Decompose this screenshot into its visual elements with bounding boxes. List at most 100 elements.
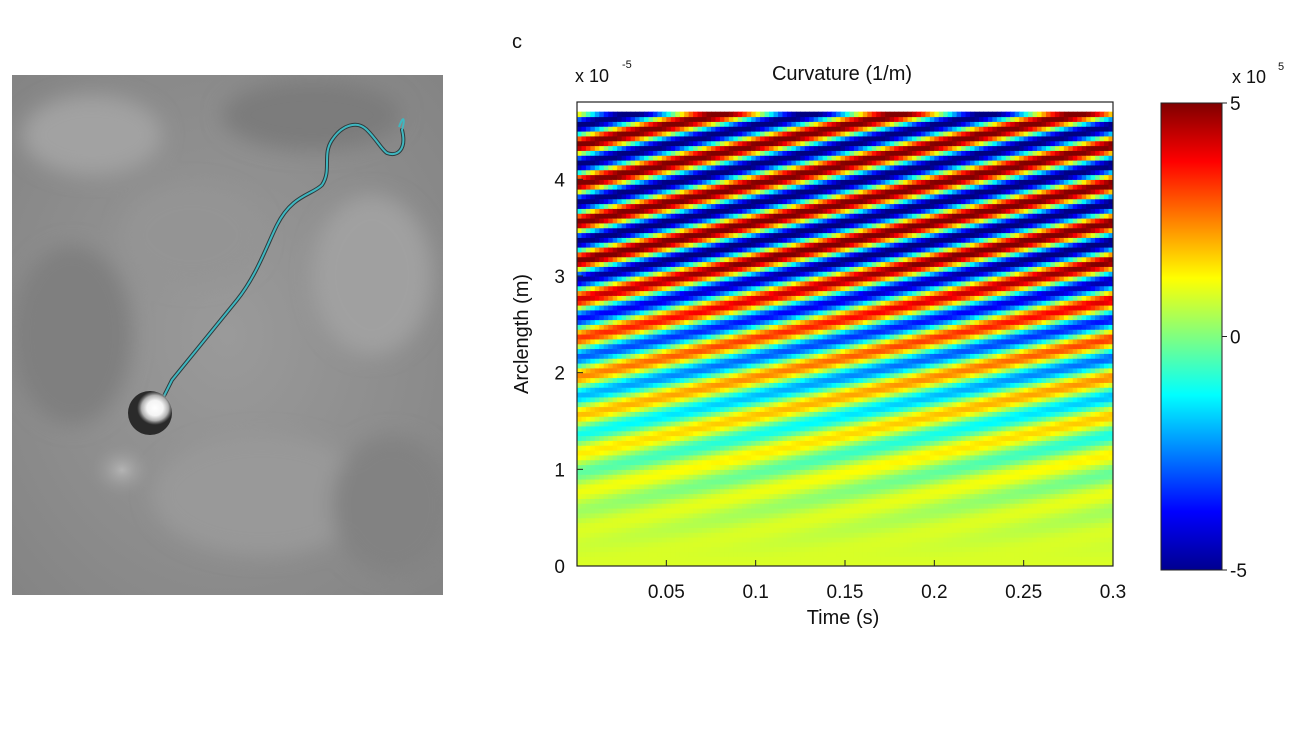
- heatmap-cell: [800, 314, 806, 321]
- heatmap-cell: [608, 295, 614, 301]
- heatmap-cell: [630, 145, 636, 151]
- heatmap-cell: [630, 174, 636, 180]
- heatmap-cell: [760, 382, 766, 388]
- heatmap-cell: [630, 551, 636, 557]
- heatmap-cell: [657, 150, 663, 156]
- heatmap-cell: [612, 464, 618, 470]
- heatmap-cell: [778, 556, 784, 562]
- heatmap-cell: [585, 218, 591, 224]
- heatmap-cell: [719, 551, 725, 557]
- heatmap-cell: [666, 218, 672, 224]
- heatmap-cell: [804, 290, 810, 296]
- heatmap-cell: [719, 300, 725, 306]
- heatmap-cell: [581, 459, 587, 466]
- heatmap-cell: [693, 334, 699, 340]
- heatmap-cell: [639, 541, 645, 548]
- heatmap-cell: [755, 546, 761, 553]
- heatmap-cell: [719, 416, 725, 422]
- heatmap-cell: [670, 213, 676, 219]
- heatmap-cell: [791, 474, 797, 480]
- heatmap-cell: [746, 416, 752, 422]
- heatmap-cell: [778, 131, 784, 137]
- heatmap-cell: [715, 377, 721, 383]
- heatmap-cell: [688, 382, 694, 388]
- heatmap-cell: [728, 440, 734, 446]
- heatmap-cell: [755, 314, 761, 321]
- heatmap-cell: [661, 242, 667, 248]
- heatmap-cell: [782, 551, 788, 557]
- heatmap-cell: [657, 469, 663, 475]
- heatmap-cell: [737, 396, 743, 403]
- heatmap-cell: [724, 218, 730, 224]
- heatmap-cell: [612, 329, 618, 335]
- heatmap-cell: [612, 184, 618, 190]
- heatmap-cell: [603, 334, 609, 340]
- heatmap-cell: [711, 266, 717, 272]
- heatmap-cell: [760, 498, 766, 504]
- heatmap-cell: [711, 561, 717, 566]
- heatmap-cell: [626, 435, 632, 441]
- heatmap-cell: [599, 343, 605, 350]
- heatmap-cell: [657, 334, 663, 340]
- heatmap-cell: [644, 232, 650, 238]
- heatmap-cell: [666, 382, 672, 388]
- heatmap-cell: [626, 338, 632, 345]
- heatmap-cell: [764, 160, 770, 166]
- heatmap-cell: [755, 474, 761, 480]
- heatmap-cell: [760, 416, 766, 422]
- heatmap-cell: [809, 411, 815, 417]
- heatmap-cell: [746, 358, 752, 364]
- heatmap-cell: [760, 189, 766, 195]
- heatmap-cell: [764, 334, 770, 340]
- heatmap-cell: [733, 382, 739, 388]
- heatmap-cell: [599, 300, 605, 306]
- heatmap-cell: [648, 440, 654, 446]
- heatmap-cell: [755, 160, 761, 166]
- heatmap-cell: [728, 421, 734, 427]
- heatmap-cell: [617, 425, 623, 432]
- heatmap-cell: [684, 266, 690, 272]
- heatmap-cell: [612, 459, 618, 466]
- heatmap-cell: [760, 387, 766, 393]
- heatmap-cell: [608, 392, 614, 398]
- heatmap-cell: [715, 319, 721, 325]
- heatmap-cell: [693, 256, 699, 263]
- heatmap-cell: [635, 314, 641, 321]
- heatmap-cell: [594, 280, 600, 287]
- heatmap-cell: [733, 517, 739, 524]
- heatmap-cell: [679, 522, 685, 528]
- heatmap-cell: [630, 111, 636, 118]
- heatmap-cell: [644, 503, 650, 509]
- heatmap-cell: [639, 290, 645, 296]
- heatmap-cell: [675, 218, 681, 224]
- heatmap-cell: [608, 324, 614, 330]
- heatmap-cell: [702, 454, 708, 461]
- heatmap-cell: [644, 532, 650, 538]
- heatmap-cell: [693, 474, 699, 480]
- heatmap-cell: [800, 174, 806, 180]
- heatmap-cell: [639, 551, 645, 557]
- heatmap-cell: [724, 488, 730, 495]
- heatmap-cell: [693, 222, 699, 229]
- heatmap-cell: [608, 218, 614, 224]
- heatmap-cell: [608, 411, 614, 417]
- heatmap-cell: [581, 227, 587, 234]
- heatmap-cell: [581, 464, 587, 470]
- heatmap-cell: [612, 280, 618, 287]
- heatmap-cell: [666, 512, 672, 519]
- heatmap-cell: [737, 464, 743, 470]
- heatmap-cell: [715, 416, 721, 422]
- heatmap-cell: [791, 140, 797, 147]
- heatmap-cell: [742, 131, 748, 137]
- heatmap-cell: [630, 358, 636, 364]
- heatmap-cell: [621, 459, 627, 466]
- heatmap-cell: [648, 508, 654, 514]
- heatmap-cell: [608, 469, 614, 475]
- heatmap-cell: [693, 503, 699, 509]
- heatmap-cell: [630, 474, 636, 480]
- heatmap-cell: [639, 425, 645, 432]
- heatmap-cell: [742, 126, 748, 132]
- heatmap-cell: [635, 140, 641, 147]
- heatmap-cell: [603, 396, 609, 403]
- heatmap-cell: [666, 546, 672, 553]
